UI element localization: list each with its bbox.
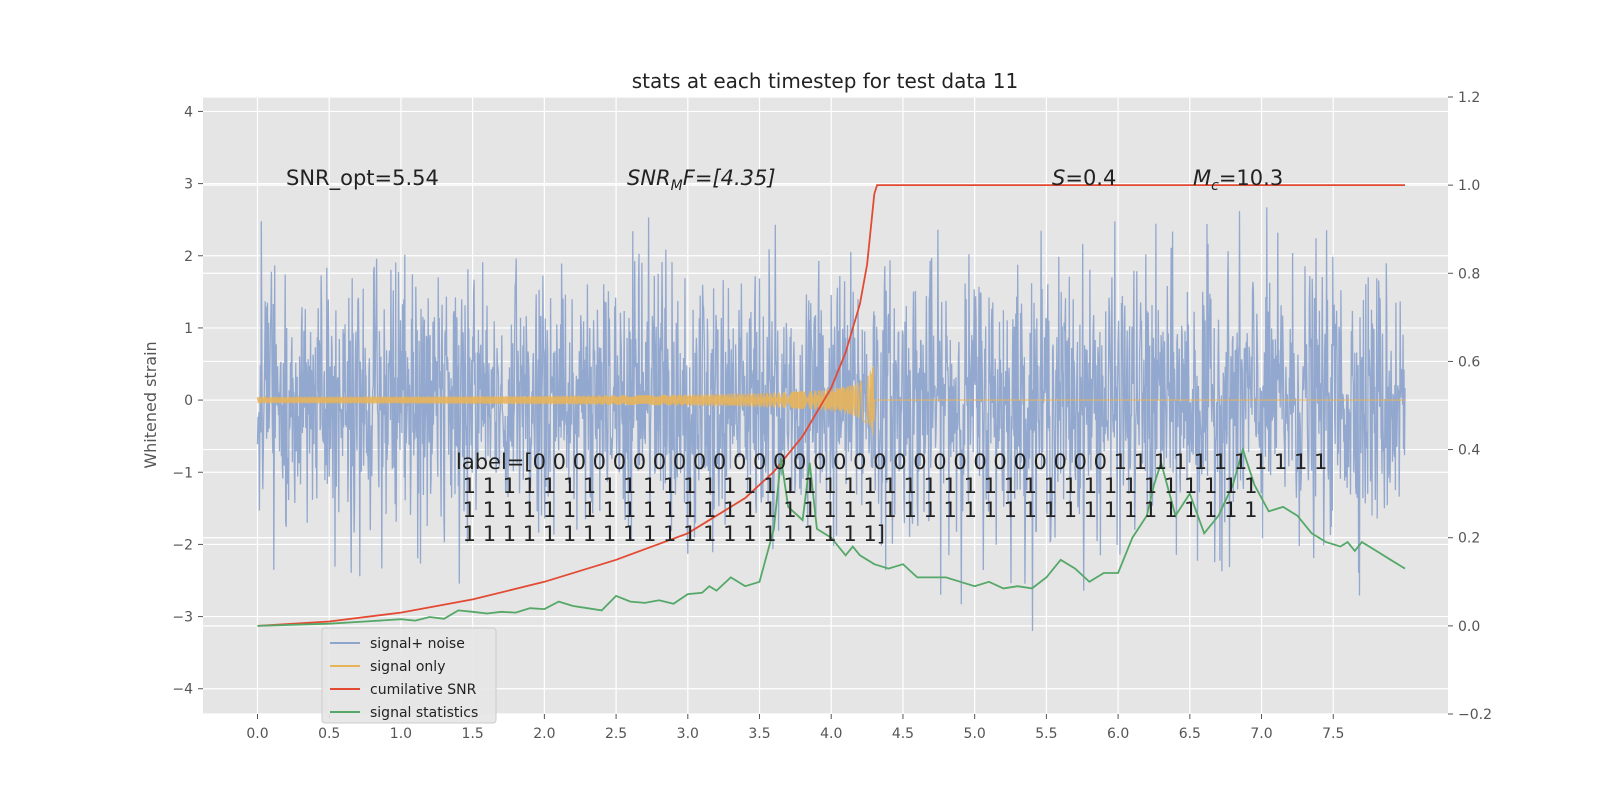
- legend-box: [321, 627, 497, 724]
- legend-label: signal+ noise: [370, 636, 465, 652]
- mc-value: =10.3: [1219, 166, 1283, 190]
- chart-title: stats at each timestep for test data 11: [632, 69, 1018, 93]
- legend-label: signal only: [370, 659, 445, 675]
- y2-tick-label: 1.2: [1458, 90, 1480, 106]
- signal-noise-series: [256, 207, 1406, 632]
- x-tick-label: 0.5: [318, 726, 340, 742]
- y-tick-label: −2: [172, 537, 193, 553]
- x-tick-label: 3.5: [748, 726, 770, 742]
- y-tick-label: 2: [184, 249, 193, 265]
- x-tick-label: 2.5: [605, 726, 627, 742]
- x-tick-label: 1.5: [462, 726, 484, 742]
- annotation-mc: Mc=10.3: [1193, 166, 1283, 194]
- y-tick-label: 4: [184, 104, 193, 120]
- axis-ticks: 0.0 0.5 1.0 1.5 2.0 2.5 3.0 3.5 4.0 4.5 5.0 5.5 6.0 6…: [172, 90, 1492, 742]
- y2-tick-label: 0.2: [1458, 531, 1480, 547]
- y-tick-label: 1: [184, 321, 193, 337]
- legend: signal+ noise signal only cumilative SNR si…: [321, 627, 497, 724]
- x-tick-label: 1.0: [390, 726, 412, 742]
- label-line-3: 1 1 1 1 1 1 1 1 1 1 1 1 1 1 1 1 1 1 1 1 …: [456, 498, 1257, 522]
- signal-only-series: [256, 365, 1405, 436]
- annotation-snr-opt: SNR_opt=5.54: [286, 166, 439, 191]
- y2-tick-label: −0.2: [1458, 707, 1492, 723]
- snr-mf-suffix: F=[4.35]: [683, 166, 776, 190]
- annotation-label: label=[0 0 0 0 0 0 0 0 0 0 0 0 0 0 0 0 0…: [456, 450, 1361, 546]
- mc-prefix: M: [1193, 166, 1211, 190]
- snr-mf-prefix: SNR: [627, 166, 671, 190]
- y2-tick-label: 0.6: [1458, 354, 1480, 370]
- x-tick-label: 5.5: [1035, 726, 1057, 742]
- legend-label: signal statistics: [370, 705, 478, 721]
- y2-tick-label: 0.8: [1458, 266, 1480, 282]
- series-line-signal-noise: [256, 207, 1406, 632]
- x-tick-label: 3.0: [677, 726, 699, 742]
- y2-tick-label: 0.0: [1458, 619, 1480, 635]
- x-tick-label: 7.0: [1250, 726, 1272, 742]
- x-tick-label: 2.0: [533, 726, 555, 742]
- y-tick-label: 3: [184, 177, 193, 193]
- x-tick-label: 6.0: [1107, 726, 1129, 742]
- x-tick-label: 4.0: [820, 726, 842, 742]
- legend-label: cumilative SNR: [370, 682, 477, 698]
- snr-mf-sub: M: [671, 178, 683, 194]
- s-prefix: S: [1052, 166, 1065, 190]
- x-tick-label: 7.5: [1322, 726, 1344, 742]
- annotation-snr-mf: SNRMF=[4.35]: [627, 166, 776, 194]
- y-tick-label: 0: [184, 393, 193, 409]
- label-line-1: label=[0 0 0 0 0 0 0 0 0 0 0 0 0 0 0 0 0…: [456, 450, 1327, 474]
- series-line-signal-statistics: [257, 446, 1406, 627]
- series-line-signal-only: [256, 365, 1405, 436]
- line-series-layer: [257, 184, 1406, 627]
- y-axis-label: Whitened strain: [141, 341, 160, 468]
- y-tick-label: −4: [172, 682, 193, 698]
- x-tick-label: 5.0: [964, 726, 986, 742]
- label-line-4: 1 1 1 1 1 1 1 1 1 1 1 1 1 1 1 1 1 1 1 1 …: [456, 522, 885, 546]
- x-tick-label: 4.5: [892, 726, 914, 742]
- mc-sub: c: [1211, 178, 1219, 194]
- y-tick-label: −1: [172, 465, 193, 481]
- y2-tick-label: 1.0: [1458, 178, 1480, 194]
- x-tick-label: 6.5: [1179, 726, 1201, 742]
- series-line-cumulative-snr: [257, 184, 1405, 627]
- y2-tick-label: 0.4: [1458, 443, 1480, 459]
- s-value: =0.4: [1065, 166, 1116, 190]
- annotation-s: S=0.4: [1052, 166, 1116, 190]
- label-line-2: 1 1 1 1 1 1 1 1 1 1 1 1 1 1 1 1 1 1 1 1 …: [456, 474, 1257, 498]
- x-tick-label: 0.0: [246, 726, 268, 742]
- y-tick-label: −3: [172, 610, 193, 626]
